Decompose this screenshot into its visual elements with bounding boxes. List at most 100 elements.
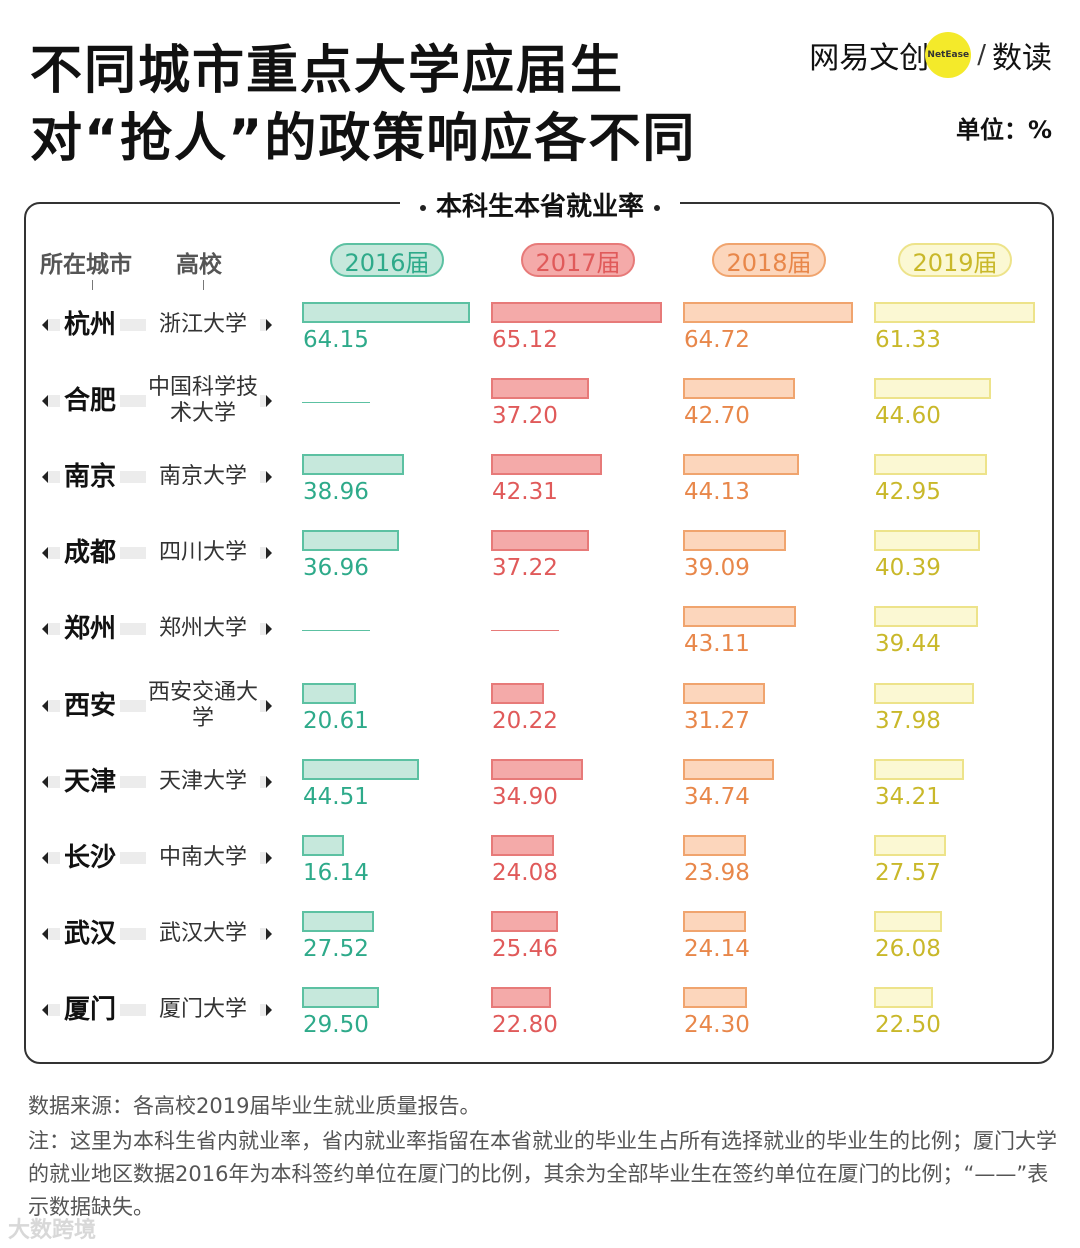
- bar-2016: [302, 834, 344, 856]
- row-label: 西安 西安交通大学: [42, 680, 274, 731]
- triangle-left-icon: [42, 395, 48, 408]
- brand-slash: /: [977, 40, 986, 70]
- value-label-2017: 22.80: [492, 1011, 558, 1038]
- value-label-2017: 25.46: [492, 935, 558, 962]
- bar-2017: [491, 910, 558, 932]
- value-label-2016: 38.96: [303, 479, 369, 506]
- page-title-line2: 对“抢人”的政策响应各不同: [30, 109, 697, 169]
- bar-2019: [874, 606, 978, 628]
- row-label: 合肥 中国科学技术大学: [42, 375, 274, 427]
- brand-logo: 网易文创 NetEase / 数读: [809, 32, 1052, 78]
- value-label-2018: 31.27: [684, 707, 750, 734]
- city-label: 杭州: [60, 305, 121, 345]
- bar-2016: [302, 758, 419, 780]
- value-label-2017: 65.12: [492, 327, 558, 353]
- chart-title-text: 本科生本省就业率: [435, 192, 644, 222]
- bar-2016: [302, 910, 374, 932]
- title-dot-right-icon: [654, 204, 660, 211]
- school-label: 天津大学: [146, 756, 260, 807]
- row-label: 南京 南京大学: [42, 452, 274, 503]
- bar-2017: [491, 834, 554, 856]
- bar-2017: [491, 986, 551, 1008]
- value-label-2018: 34.74: [684, 783, 750, 810]
- school-label: 西安交通大学: [146, 679, 260, 731]
- value-label-2016: 20.61: [303, 707, 369, 734]
- missing-data-mark: [302, 630, 370, 632]
- value-label-2018: 23.98: [684, 859, 750, 886]
- bar-2016: [302, 530, 399, 552]
- value-label-2017: 34.90: [492, 783, 558, 810]
- value-label-2019: 27.57: [875, 859, 941, 886]
- city-label: 天津: [60, 761, 121, 802]
- value-label-2016: 36.96: [303, 555, 369, 582]
- value-label-2018: 42.70: [684, 403, 750, 430]
- value-label-2017: 37.22: [492, 555, 558, 582]
- city-label: 郑州: [60, 609, 121, 650]
- bar-2017: [491, 454, 602, 476]
- triangle-left-icon: [42, 851, 48, 864]
- value-label-2018: 24.14: [684, 935, 750, 962]
- value-label-2016: 16.14: [303, 859, 369, 886]
- bar-2018: [683, 454, 799, 476]
- value-label-2017: 24.08: [492, 859, 558, 886]
- footnote: 注：这里为本科生省内就业率，省内就业率指留在本省就业的毕业生占所有选择就业的毕业…: [28, 1129, 1057, 1219]
- value-label-2016: 27.52: [303, 935, 369, 962]
- brand-sub: 数读: [992, 41, 1052, 76]
- school-label: 中国科学技术大学: [146, 375, 260, 427]
- bar-2018: [683, 834, 746, 856]
- city-label: 武汉: [60, 913, 121, 954]
- title-dot-left-icon: [419, 204, 426, 211]
- value-label-2018: 64.72: [684, 327, 750, 353]
- unit-label: 单位：%: [955, 116, 1052, 144]
- value-label-2016: 44.51: [303, 783, 369, 810]
- bar-2017: [491, 682, 544, 704]
- triangle-right-icon: [266, 623, 272, 636]
- column-header-city: 所在城市: [40, 252, 132, 278]
- triangle-right-icon: [266, 1003, 272, 1016]
- bar-2019: [874, 302, 1035, 323]
- series-label-2018: 2018届: [712, 243, 826, 277]
- row-label: 郑州 郑州大学: [42, 604, 274, 655]
- bar-2018: [683, 910, 746, 932]
- value-label-2019: 40.39: [875, 555, 941, 582]
- bar-2018: [683, 378, 795, 400]
- triangle-left-icon: [42, 623, 48, 636]
- value-label-2016: 64.15: [303, 327, 369, 353]
- brand-badge: NetEase: [925, 32, 972, 78]
- city-tick: [92, 280, 93, 290]
- triangle-left-icon: [42, 775, 48, 788]
- school-label: 四川大学: [146, 528, 260, 579]
- bar-2018: [683, 986, 747, 1008]
- school-label: 厦门大学: [146, 984, 260, 1035]
- school-label: 浙江大学: [146, 300, 260, 350]
- data-source: 数据来源：各高校2019届毕业生就业质量报告。: [28, 1094, 481, 1118]
- bar-2016: [302, 986, 379, 1008]
- row-label: 杭州 浙江大学: [42, 300, 274, 350]
- value-label-2019: 42.95: [875, 479, 941, 506]
- triangle-right-icon: [266, 927, 272, 940]
- page-title-line1: 不同城市重点大学应届生: [30, 41, 625, 101]
- triangle-left-icon: [42, 927, 48, 940]
- row-label: 成都 四川大学: [42, 528, 274, 579]
- bar-2016: [302, 682, 356, 704]
- bar-2019: [874, 758, 964, 780]
- triangle-left-icon: [42, 319, 48, 331]
- bar-2019: [874, 986, 933, 1008]
- series-label-2019: 2019届: [898, 243, 1012, 277]
- value-label-2018: 24.30: [684, 1011, 750, 1038]
- value-label-2019: 34.21: [875, 783, 941, 810]
- value-label-2019: 39.44: [875, 631, 941, 658]
- value-label-2018: 39.09: [684, 555, 750, 582]
- value-label-2018: 43.11: [684, 631, 750, 658]
- value-label-2016: 29.50: [303, 1011, 369, 1038]
- bar-2016: [302, 302, 470, 323]
- bar-2019: [874, 454, 987, 476]
- city-label: 长沙: [60, 837, 121, 878]
- value-label-2017: 37.20: [492, 403, 558, 430]
- value-label-2019: 22.50: [875, 1011, 941, 1038]
- city-label: 西安: [60, 685, 121, 726]
- missing-data-mark: [302, 402, 370, 404]
- triangle-right-icon: [266, 547, 272, 560]
- brand-name: 网易文创: [809, 41, 930, 76]
- bar-2019: [874, 682, 974, 704]
